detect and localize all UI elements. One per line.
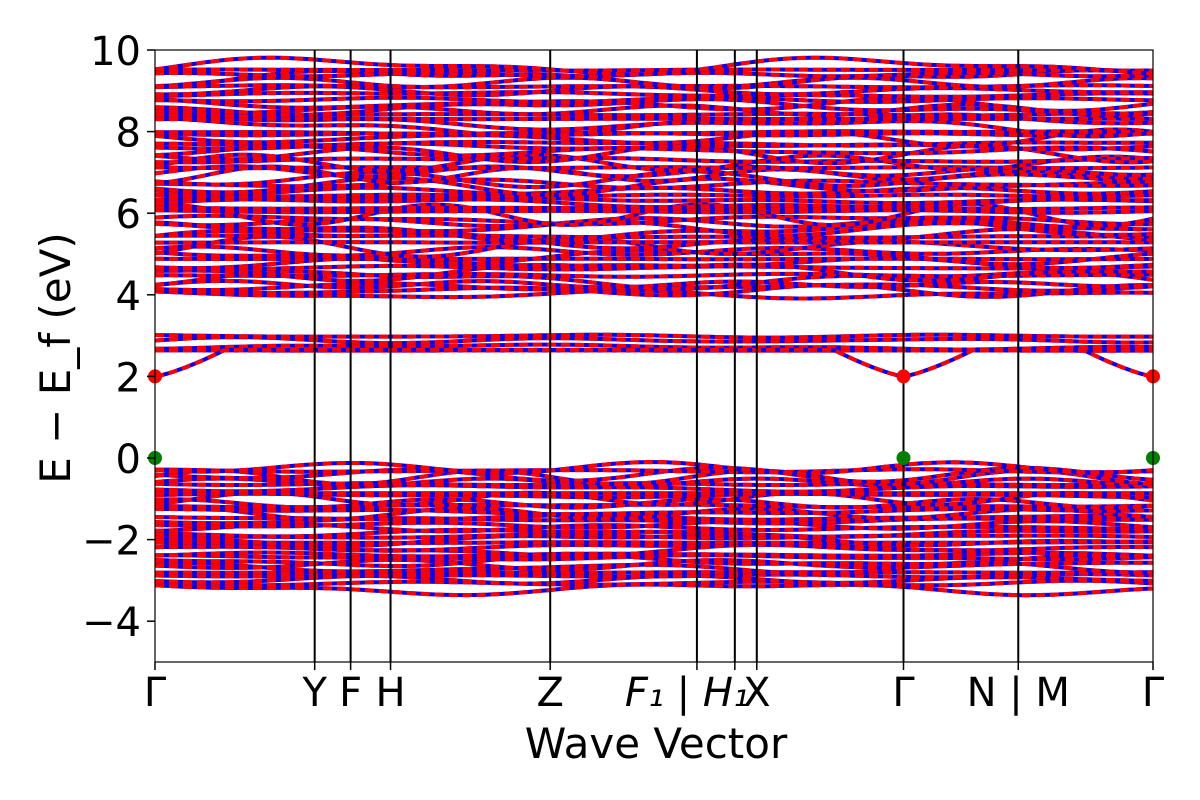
y-axis-label: E − E_f (eV) — [31, 232, 80, 483]
band-line-spin-down — [154, 140, 1153, 148]
band-line-spin-down — [154, 70, 1154, 79]
band-line-spin-down — [155, 192, 1154, 199]
band-line-cbm — [154, 347, 1154, 379]
band-line-spin-down — [155, 256, 1154, 262]
band-line-spin-down — [154, 233, 1154, 240]
band-line-spin-down — [154, 215, 1154, 229]
band-line-spin-down — [155, 67, 1153, 73]
band-line-spin-down — [154, 208, 1154, 215]
y-tick-label: −4 — [82, 600, 141, 646]
x-tick-label: Γ — [144, 670, 167, 716]
x-tick-label: H — [375, 670, 405, 716]
x-tick-label: Y — [301, 670, 327, 716]
band-line-spin-down — [154, 582, 1154, 598]
y-tick-label: 10 — [90, 29, 141, 75]
band-line-spin-down — [155, 553, 1154, 562]
y-tick-label: 0 — [116, 437, 141, 483]
band-line-spin-down — [155, 262, 1153, 283]
y-tick-label: 8 — [116, 111, 141, 157]
band-line-spin-down — [154, 194, 1153, 206]
band-line-spin-down — [154, 144, 1154, 158]
x-tick-label: Γ — [1142, 670, 1165, 716]
band-line-spin-down — [154, 572, 1154, 580]
band-line-spin-up — [154, 490, 1154, 507]
band-line-spin-down — [154, 185, 1154, 196]
band-line-cbm — [154, 347, 1154, 379]
band-line-spin-down — [154, 481, 1154, 488]
band-line-spin-down — [154, 90, 1154, 99]
band-line-spin-down — [154, 519, 1154, 531]
band-line-spin-down — [154, 522, 1154, 534]
y-axis-ticks: −4 −2 0 2 4 6 8 10 — [82, 29, 155, 646]
band-line-spin-down — [154, 95, 1154, 105]
y-tick-label: 4 — [116, 274, 141, 320]
band-line-spin-down — [154, 67, 1154, 91]
band-line-spin-down — [154, 532, 1154, 541]
band-line-spin-down — [154, 55, 1154, 77]
band-line-spin-down — [154, 460, 1154, 476]
y-tick-label: 2 — [116, 355, 141, 401]
band-line-spin-down — [154, 205, 1153, 211]
band-line-spin-down — [154, 550, 1154, 559]
band-line-spin-down — [154, 97, 1154, 117]
band-line-spin-up — [154, 468, 1154, 487]
band-line-spin-down — [154, 213, 1153, 227]
band-line-spin-down — [155, 506, 1154, 517]
band-line-spin-down — [154, 332, 1153, 340]
band-line-spin-down — [154, 578, 1154, 588]
band-line-spin-down — [154, 502, 1154, 510]
band-line-spin-down — [154, 557, 1153, 572]
band-line-spin-down — [155, 532, 1154, 549]
band-line-spin-down — [154, 527, 1153, 539]
band-edge-marker — [896, 369, 911, 384]
band-line-spin-down — [154, 542, 1153, 553]
band-line-spin-down — [154, 227, 1154, 251]
band-line-spin-down — [154, 476, 1154, 488]
band-line-spin-down — [155, 129, 1154, 136]
x-tick-label: Z — [537, 670, 564, 716]
band-line-spin-down — [154, 127, 1154, 149]
y-tick-label: 6 — [116, 192, 141, 238]
band-line-spin-down — [154, 335, 1154, 346]
band-line-spin-down — [154, 116, 1154, 139]
band-line-spin-down — [154, 131, 1154, 138]
band-line-spin-down — [154, 281, 1154, 293]
x-tick-label: F₁ | H₁ — [625, 670, 749, 716]
band-line-spin-down — [155, 240, 1153, 245]
band-line-spin-down — [154, 219, 1154, 238]
band-line-spin-down — [154, 177, 1154, 191]
x-tick-label: F — [339, 670, 362, 716]
band-line-spin-down — [155, 155, 1154, 165]
band-line-spin-down — [154, 467, 1154, 475]
band-line-spin-down — [154, 95, 1154, 113]
band-line-spin-down — [154, 505, 1154, 522]
plot-frame — [154, 49, 1154, 663]
band-line-spin-down — [154, 278, 1154, 290]
band-lines — [154, 55, 1154, 598]
band-line-spin-down — [154, 248, 1154, 267]
band-line-spin-down — [154, 552, 1154, 568]
band-line-spin-down — [154, 282, 1153, 299]
x-axis-label: Wave Vector — [525, 719, 788, 768]
band-line-spin-down — [154, 513, 1154, 522]
band-line-spin-down — [154, 288, 1153, 301]
band-edge-markers — [148, 369, 1160, 465]
x-axis-ticks: Γ Y F H Z F₁ | H₁X Γ N | M Γ — [144, 662, 1165, 716]
band-line-spin-up — [154, 152, 1154, 173]
band-edge-marker — [896, 451, 911, 465]
band-line-spin-down — [154, 244, 1154, 258]
band-line-spin-down — [154, 75, 1154, 90]
band-line-spin-down — [154, 263, 1154, 272]
band-line-spin-down — [154, 164, 1154, 186]
kpoint-divider-lines — [313, 50, 1020, 662]
band-line-spin-down — [154, 570, 1154, 575]
band-line-spin-down — [154, 84, 1153, 98]
x-tick-label: X — [743, 670, 770, 716]
band-line-spin-up — [154, 176, 1153, 197]
x-tick-label: N | M — [967, 670, 1070, 716]
band-line-spin-down — [154, 111, 1154, 118]
y-tick-label: −2 — [82, 519, 141, 565]
x-tick-label: Γ — [892, 670, 915, 716]
